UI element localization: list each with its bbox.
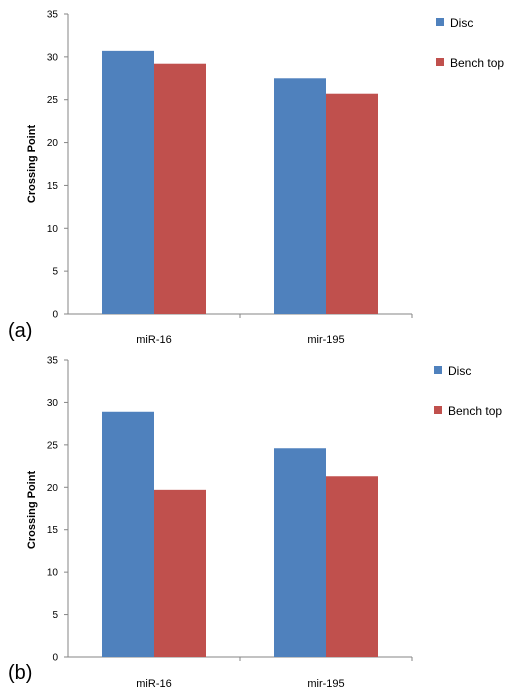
- bar-bench-top-mir-195-a: [326, 93, 378, 314]
- legend-b: Disc Bench top: [434, 364, 502, 418]
- bar-disc-mir-16-b: [102, 411, 154, 657]
- y-tick-label-b: 15: [47, 525, 59, 536]
- y-tick-label-b: 20: [47, 483, 59, 494]
- y-tick-label-a: 0: [52, 310, 58, 321]
- bar-disc-mir-195-b: [274, 448, 326, 657]
- y-tick-label-b: 25: [47, 440, 59, 451]
- panel-label-a: (a): [8, 320, 32, 342]
- x-tick-label-mir-195-a: mir-195: [307, 334, 344, 346]
- y-axis-label-a: Crossing Point: [26, 125, 38, 204]
- legend-swatch-disc-b: [434, 366, 442, 374]
- x-tick-label-mir-16-b: miR-16: [136, 678, 171, 689]
- chart-panel-b: Crossing Point (b) Disc Bench top 0 5 10 15…: [8, 356, 502, 689]
- bar-bench-top-mir-16-a: [154, 63, 206, 314]
- y-tick-label-a: 20: [47, 138, 59, 149]
- panel-label-b: (b): [8, 662, 32, 684]
- y-tick-label-a: 35: [47, 10, 59, 21]
- y-tick-label-b: 35: [47, 356, 59, 367]
- bar-bench-top-mir-16-b: [154, 489, 206, 657]
- y-tick-label-a: 30: [47, 52, 59, 63]
- x-tick-label-mir-195-b: mir-195: [307, 678, 344, 689]
- y-tick-label-b: 30: [47, 398, 59, 409]
- y-tick-label-b: 5: [52, 610, 58, 621]
- legend-swatch-disc-a: [436, 18, 444, 26]
- legend-label-benchtop-b: Bench top: [448, 404, 502, 418]
- legend-label-disc-a: Disc: [450, 16, 473, 30]
- y-tick-label-a: 15: [47, 181, 59, 192]
- bar-disc-mir-16-a: [102, 50, 154, 314]
- x-tick-label-mir-16-a: miR-16: [136, 334, 171, 346]
- y-tick-label-a: 25: [47, 95, 59, 106]
- bar-bench-top-mir-195-b: [326, 476, 378, 657]
- y-tick-label-a: 5: [52, 267, 58, 278]
- chart-panel-a: Crossing Point (a) Disc Bench top 0 5 10 15…: [8, 10, 504, 347]
- y-axis-label-b: Crossing Point: [26, 471, 38, 550]
- legend-swatch-benchtop-a: [436, 58, 444, 66]
- legend-label-benchtop-a: Bench top: [450, 56, 504, 70]
- y-tick-label-b: 10: [47, 568, 59, 579]
- bar-disc-mir-195-a: [274, 78, 326, 315]
- legend-label-disc-b: Disc: [448, 364, 471, 378]
- y-tick-label-b: 0: [52, 653, 58, 664]
- legend-a: Disc Bench top: [436, 16, 504, 70]
- legend-swatch-benchtop-b: [434, 406, 442, 414]
- y-tick-label-a: 10: [47, 224, 59, 235]
